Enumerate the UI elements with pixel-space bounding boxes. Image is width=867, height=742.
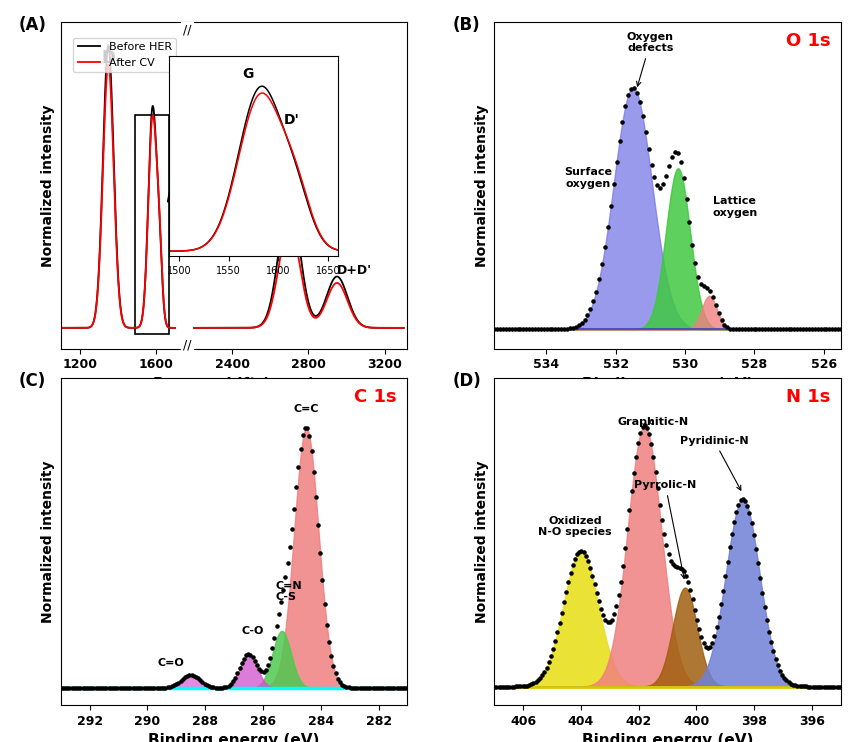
Text: //: // bbox=[183, 23, 191, 36]
Text: Pyridinic-N: Pyridinic-N bbox=[680, 436, 748, 490]
Text: //: // bbox=[183, 338, 191, 351]
Y-axis label: Normalized intensity: Normalized intensity bbox=[474, 104, 489, 267]
Text: (A): (A) bbox=[19, 16, 47, 33]
Text: //: // bbox=[182, 338, 192, 351]
Text: Surface
oxygen: Surface oxygen bbox=[564, 167, 612, 188]
Text: D': D' bbox=[284, 113, 300, 127]
Text: C 1s: C 1s bbox=[355, 388, 397, 406]
Text: Pyrrolic-N: Pyrrolic-N bbox=[635, 480, 696, 579]
X-axis label: Binding energy (eV): Binding energy (eV) bbox=[582, 733, 753, 742]
Text: D: D bbox=[101, 49, 115, 67]
Bar bbox=[135, 115, 169, 335]
Legend: Before HER, After CV: Before HER, After CV bbox=[73, 38, 176, 72]
Text: 2D: 2D bbox=[277, 195, 300, 210]
Text: O 1s: O 1s bbox=[786, 32, 831, 50]
Y-axis label: Normalized intensity: Normalized intensity bbox=[41, 460, 55, 623]
Text: Graphitic-N: Graphitic-N bbox=[617, 418, 688, 427]
Y-axis label: Normalized intensity: Normalized intensity bbox=[41, 104, 55, 267]
Text: D+D': D+D' bbox=[337, 263, 372, 277]
Text: Oxidized
N-O species: Oxidized N-O species bbox=[538, 516, 612, 537]
Text: G: G bbox=[243, 67, 254, 81]
Text: Lattice
oxygen: Lattice oxygen bbox=[713, 196, 758, 217]
Text: (B): (B) bbox=[453, 16, 480, 33]
Text: N 1s: N 1s bbox=[786, 388, 831, 406]
X-axis label: Binding energy (eV): Binding energy (eV) bbox=[582, 377, 753, 392]
X-axis label: Binding energy (eV): Binding energy (eV) bbox=[148, 733, 320, 742]
Text: (C): (C) bbox=[19, 372, 46, 390]
Text: //: // bbox=[182, 23, 192, 36]
Text: C=C: C=C bbox=[294, 404, 319, 414]
Y-axis label: Normalized intensity: Normalized intensity bbox=[474, 460, 489, 623]
Text: C=O: C=O bbox=[157, 657, 184, 668]
Text: C=N
C-S: C=N C-S bbox=[276, 581, 303, 603]
Text: Oxygen
defects: Oxygen defects bbox=[627, 32, 674, 86]
Text: (D): (D) bbox=[453, 372, 481, 390]
X-axis label: Raman shift (cm⁻¹): Raman shift (cm⁻¹) bbox=[153, 377, 315, 392]
Text: C-O: C-O bbox=[241, 626, 264, 637]
